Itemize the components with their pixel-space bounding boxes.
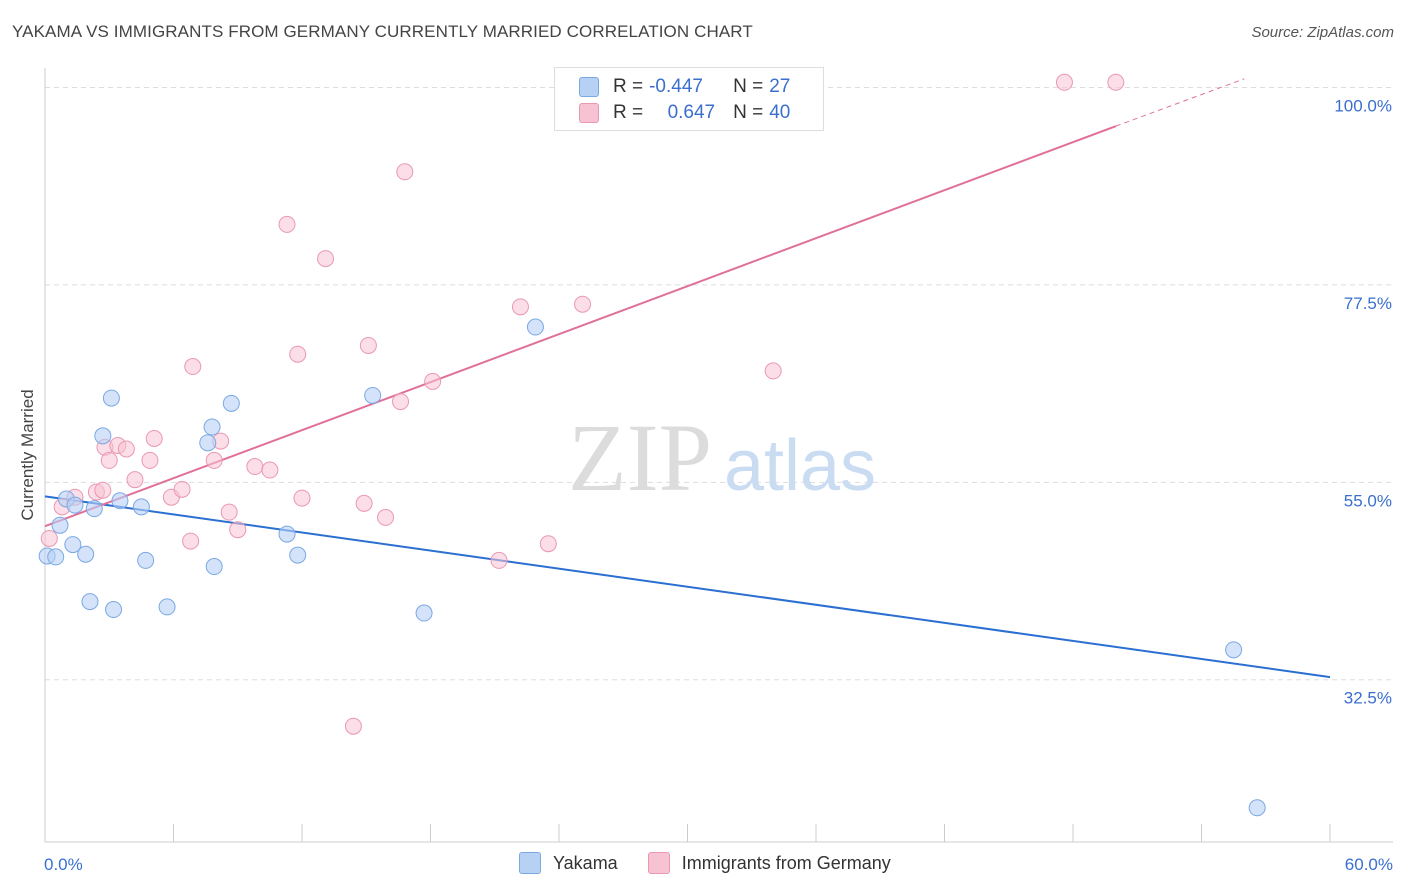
point-yakama: [199, 434, 217, 452]
point-immigrants-germany: [145, 429, 163, 447]
x-tick-label: 0.0%: [44, 855, 83, 874]
point-yakama: [94, 427, 112, 445]
point-yakama: [364, 386, 382, 404]
point-yakama: [1248, 799, 1266, 817]
legend-r-label: R =: [613, 76, 644, 97]
point-yakama: [203, 418, 221, 436]
point-immigrants-germany: [261, 461, 279, 479]
legend-r-label: R =: [613, 102, 644, 123]
point-immigrants-germany: [511, 298, 529, 316]
point-immigrants-germany: [173, 480, 191, 498]
point-immigrants-germany: [278, 215, 296, 233]
series-legend-label-germany: Immigrants from Germany: [681, 852, 891, 873]
stats-legend: R = -0.447 N = 27 R = 0.647 N = 40: [554, 67, 824, 131]
series-legend-swatch-yakama: [519, 852, 541, 874]
point-immigrants-germany: [141, 451, 159, 469]
point-yakama: [102, 389, 120, 407]
legend-n-value: 40: [769, 102, 791, 123]
point-immigrants-germany: [289, 345, 307, 363]
point-yakama: [64, 536, 82, 554]
y-tick-label: 55.0%: [1344, 491, 1392, 510]
axes: [44, 68, 1393, 843]
point-immigrants-germany: [359, 336, 377, 354]
point-yakama: [105, 601, 123, 619]
watermark-atlas: atlas: [724, 426, 876, 506]
tick-labels: 32.5% 55.0% 77.5% 100.0% 0.0% 60.0%: [44, 97, 1393, 874]
point-yakama: [289, 546, 307, 564]
point-yakama: [137, 551, 155, 569]
point-yakama: [205, 558, 223, 576]
point-immigrants-germany: [40, 529, 58, 547]
point-immigrants-germany: [539, 535, 557, 553]
legend-row-yakama: R = -0.447 N = 27: [579, 76, 790, 98]
trendline-extension-immigrants-germany: [1115, 78, 1245, 127]
point-yakama: [51, 516, 69, 534]
point-immigrants-germany: [182, 532, 200, 550]
point-immigrants-germany: [117, 440, 135, 458]
point-immigrants-germany: [293, 489, 311, 507]
data-points: [38, 73, 1266, 817]
x-tick-label: 60.0%: [1345, 855, 1393, 874]
point-immigrants-germany: [1107, 73, 1125, 91]
legend-n-label: N =: [733, 102, 764, 123]
legend-row-germany: R = 0.647 N = 40: [579, 102, 790, 124]
point-immigrants-germany: [355, 494, 373, 512]
point-yakama: [47, 548, 65, 566]
trendline-immigrants-germany: [44, 125, 1117, 528]
y-tick-label: 100.0%: [1334, 97, 1392, 116]
legend-n-label: N =: [733, 76, 764, 97]
point-immigrants-germany: [229, 521, 247, 539]
point-immigrants-germany: [490, 551, 508, 569]
source-note: Source: ZipAtlas.com: [1251, 24, 1394, 41]
point-immigrants-germany: [184, 358, 202, 376]
point-immigrants-germany: [220, 503, 238, 521]
point-immigrants-germany: [764, 362, 782, 380]
point-immigrants-germany: [574, 295, 592, 313]
point-immigrants-germany: [396, 163, 414, 181]
point-yakama: [278, 525, 296, 543]
y-axis-title: Currently Married: [18, 389, 37, 521]
point-immigrants-germany: [392, 393, 410, 411]
trend-lines: [44, 78, 1331, 679]
point-yakama: [158, 598, 176, 616]
y-tick-label: 32.5%: [1344, 689, 1392, 708]
legend-swatch-yakama: [579, 77, 599, 97]
point-immigrants-germany: [377, 508, 395, 526]
point-yakama: [81, 593, 99, 611]
point-immigrants-germany: [205, 451, 223, 469]
point-yakama: [85, 500, 103, 518]
legend-r-value: 0.647: [667, 102, 716, 123]
legend-swatch-germany: [579, 103, 599, 123]
point-yakama: [66, 496, 84, 514]
point-immigrants-germany: [424, 372, 442, 390]
watermark: ZIP atlas: [568, 404, 876, 511]
point-immigrants-germany: [317, 250, 335, 268]
point-immigrants-germany: [126, 471, 144, 489]
series-legend-label-yakama: Yakama: [553, 852, 618, 873]
point-immigrants-germany: [1055, 73, 1073, 91]
watermark-zip: ZIP: [568, 404, 712, 511]
point-immigrants-germany: [344, 717, 362, 735]
point-immigrants-germany: [94, 481, 112, 499]
series-legend: Yakama Immigrants from Germany: [519, 852, 891, 874]
y-tick-label: 77.5%: [1344, 294, 1392, 313]
point-immigrants-germany: [246, 458, 264, 476]
point-immigrants-germany: [100, 451, 118, 469]
point-yakama: [111, 492, 129, 510]
point-yakama: [415, 604, 433, 622]
point-yakama: [77, 545, 95, 563]
point-yakama: [132, 498, 150, 516]
point-yakama: [1225, 641, 1243, 659]
point-yakama: [222, 394, 240, 412]
legend-n-value: 27: [769, 76, 791, 97]
trendline-yakama: [44, 495, 1331, 679]
point-yakama: [526, 318, 544, 336]
legend-r-value: -0.447: [649, 76, 703, 97]
series-legend-swatch-germany: [647, 852, 670, 874]
chart-title: YAKAMA VS IMMIGRANTS FROM GERMANY CURREN…: [12, 22, 753, 41]
